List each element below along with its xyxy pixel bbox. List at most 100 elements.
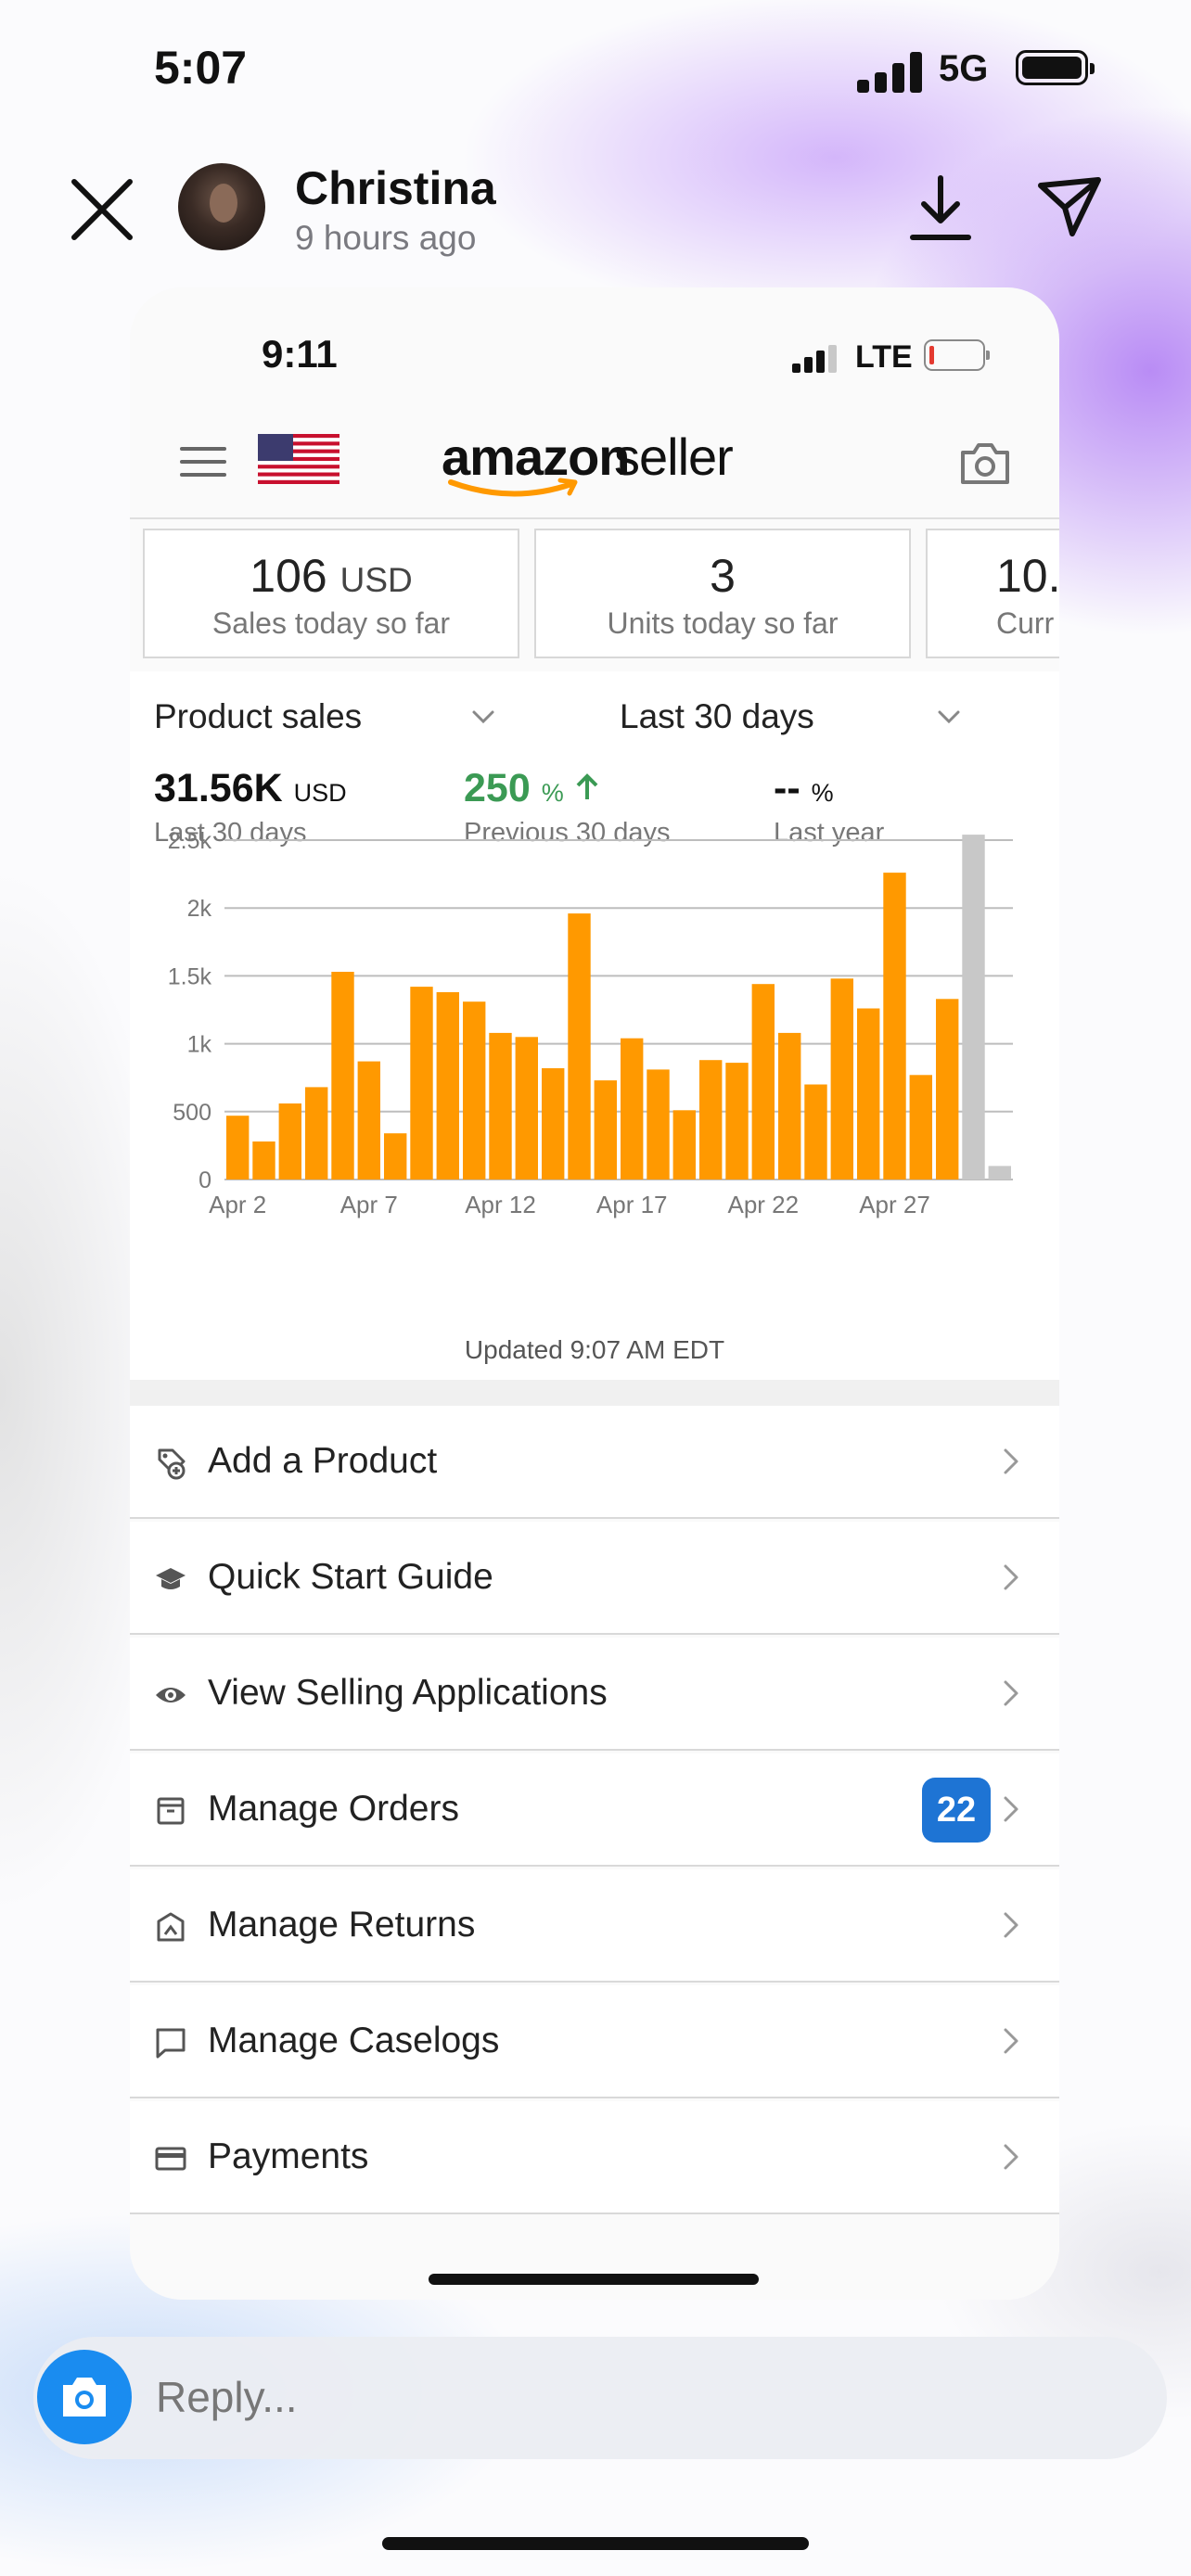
logo-secondary: seller [614,427,734,486]
chevron-down-icon[interactable] [937,708,961,725]
y-tick-label: 0 [198,1167,211,1193]
inner-signal-icon [792,345,839,373]
menu-item-label: Manage Returns [208,1905,476,1945]
y-tick-label: 2.5k [168,828,212,854]
status-time: 5:07 [154,42,248,94]
metric-label: Previous 30 days [464,818,671,848]
x-tick-label: Apr 12 [465,1191,536,1218]
camera-icon [63,2378,106,2417]
menu-item-manage-orders[interactable]: Manage Orders 22 [130,1753,1059,1867]
bar-apr-2 [226,1116,250,1180]
range-dropdown[interactable]: Last 30 days [620,697,814,735]
menu-item-add-a-product[interactable]: Add a Product [130,1406,1059,1519]
x-tick-label: Apr 2 [209,1191,266,1218]
stat-label: Sales today so far [211,606,451,640]
metric-total: 31.56K USD [154,766,347,811]
menu-item-label: Manage Orders [208,1789,459,1829]
bar-apr-19 [672,1110,696,1180]
return-icon [154,1910,187,1944]
story-user-name[interactable]: Christina [295,162,496,214]
menu-item-label: Add a Product [208,1441,438,1481]
inner-status-time: 9:11 [262,332,338,376]
bar-apr-22 [751,984,775,1180]
y-tick-label: 1.5k [168,963,212,989]
chevron-right-icon [1002,1794,1020,1824]
battery-icon [1016,50,1095,85]
amazon-seller-logo: amazon seller [442,427,748,501]
reply-input[interactable] [33,2337,1167,2459]
menu-item-view-selling-applications[interactable]: View Selling Applications [130,1638,1059,1751]
stat-card-sales[interactable]: 106 USD Sales today so far [143,529,519,658]
metric-unit: % [811,779,834,807]
menu-icon[interactable] [180,443,226,480]
metric-value: 250 [464,766,531,810]
chevron-right-icon [1002,1447,1020,1476]
chevron-right-icon [1002,1678,1020,1708]
download-icon[interactable] [909,174,972,243]
box-icon [154,1794,187,1828]
logo-primary: amazon [442,427,630,486]
stat-value: 10. [996,550,1059,602]
reply-camera-button[interactable] [37,2350,132,2444]
bar-apr-24 [804,1084,827,1180]
chevron-right-icon [1002,1562,1020,1592]
section-gap [130,1380,1059,1406]
menu-item-label: Manage Caselogs [208,2021,500,2060]
bar-apr-7 [357,1061,380,1180]
bar-apr-25 [830,978,853,1180]
bar-apr-17 [621,1038,644,1180]
stat-value: 3 [710,550,736,602]
stat-label: Curr [996,606,1055,640]
chevron-right-icon [1002,2026,1020,2056]
stat-value: 106 [250,550,327,602]
inner-battery-icon [924,339,990,371]
bar-apr-21 [725,1063,749,1180]
bar-apr-15 [568,913,591,1180]
menu-item-manage-caselogs[interactable]: Manage Caselogs [130,1985,1059,2098]
stat-label: Units today so far [607,606,839,640]
app-header: amazon seller [130,406,1059,517]
menu-item-label: Quick Start Guide [208,1557,493,1597]
card-footer [130,2218,1059,2300]
bar-apr-29 [936,999,959,1180]
bar-apr-18 [647,1069,670,1180]
bar-apr-27 [883,873,906,1180]
y-tick-label: 2k [187,896,212,922]
bar-apr-16 [594,1080,617,1180]
inner-home-indicator [429,2274,759,2285]
menu-item-quick-start-guide[interactable]: Quick Start Guide [130,1522,1059,1635]
us-flag-icon[interactable] [258,434,339,484]
menu-item-payments[interactable]: Payments [130,2101,1059,2214]
graduation-cap-icon [154,1562,187,1596]
send-icon[interactable] [1037,176,1102,237]
bar-apr-26 [857,1008,880,1180]
story-time-ago: 9 hours ago [295,219,477,257]
close-icon[interactable] [67,174,137,245]
camera-icon[interactable] [959,441,1011,486]
x-tick-label: Apr 22 [727,1191,799,1218]
menu-item-manage-returns[interactable]: Manage Returns [130,1869,1059,1983]
chevron-right-icon [1002,1910,1020,1940]
updated-timestamp: Updated 9:07 AM EDT [464,1335,725,1364]
chevron-down-icon[interactable] [471,708,495,725]
bar-apr-5 [305,1087,328,1180]
metric-value: -- [774,766,800,810]
eye-icon [154,1678,187,1712]
inner-network-type: LTE [855,339,913,375]
bar-apr-30 [962,835,985,1180]
bar-apr-6 [331,972,354,1180]
metric-dropdown[interactable]: Product sales [154,697,363,735]
network-type: 5G [939,48,989,89]
bar-apr-28 [909,1075,932,1180]
add-product-icon [154,1447,187,1480]
metric-last-year: -- % [774,766,834,811]
bar-apr-8 [384,1133,407,1180]
stat-card-units[interactable]: 3 Units today so far [534,529,911,658]
chat-icon [154,2026,187,2060]
metric-label: Last 30 days [154,818,307,848]
stat-card-current[interactable]: 10. Curr [926,529,1059,658]
avatar[interactable] [178,163,265,250]
menu-item-label: View Selling Applications [208,1673,608,1713]
reply-placeholder: Reply... [156,2373,298,2421]
card-icon [154,2142,187,2175]
